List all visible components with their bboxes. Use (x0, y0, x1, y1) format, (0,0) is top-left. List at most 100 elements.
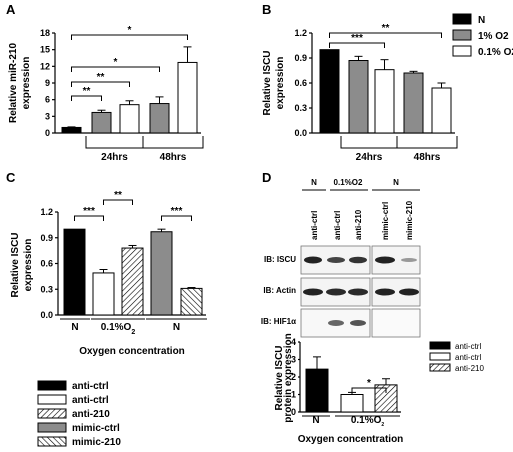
band (375, 256, 395, 264)
blot-lane-2: anti-ctrl (333, 211, 342, 240)
y-tick-label: 15 (40, 45, 50, 55)
legend-c-swatch-2 (37, 394, 67, 405)
significance-label: * (367, 378, 371, 389)
band (349, 256, 367, 264)
band (375, 288, 395, 296)
legend-c: anti-ctrl anti-ctrl anti-210 mimic-ctrl … (37, 380, 121, 448)
x-axis-label: Oxygen concentration (298, 434, 404, 445)
legend-swatch-1pct (452, 29, 472, 41)
y-tick-label: 12 (40, 61, 50, 71)
bar (403, 72, 424, 134)
bar (119, 104, 140, 134)
western-blot: N 0.1%O2 N anti-ctrl anti-ctrl anti-210 … (261, 178, 421, 338)
band (399, 288, 419, 296)
legend-d-label-3: anti-210 (455, 364, 484, 373)
legend-c-swatch-5 (37, 436, 67, 447)
legend-c-label-4: mimic-ctrl (72, 423, 120, 434)
group-label: 48hrs (414, 152, 441, 163)
band (348, 288, 368, 296)
y-axis-label: Relative ISCU expression (10, 232, 34, 297)
blot-label-iscu: IB: ISCU (264, 255, 296, 264)
band (401, 258, 417, 262)
significance-label: ** (114, 190, 122, 201)
bar (340, 394, 364, 413)
bar (177, 61, 198, 134)
bar (374, 69, 395, 134)
blot-lane-3: anti-210 (354, 209, 363, 240)
bar (348, 60, 369, 134)
band (304, 256, 322, 264)
bar (149, 103, 170, 134)
legend-oxygen: N 1% O2 0.1% O2 (452, 13, 513, 58)
group-bracket (340, 136, 398, 149)
y-tick-label: 0.6 (294, 78, 307, 88)
significance-bracket (71, 95, 102, 101)
y-tick-label: 0.0 (40, 310, 53, 320)
group-label: 0.1%O2 (351, 415, 385, 428)
band (303, 288, 323, 296)
blot-label-actin: IB: Actin (263, 286, 296, 295)
y-tick-label: 0 (45, 128, 50, 138)
y-tick-label: 1.2 (294, 28, 307, 38)
group-label: 24hrs (356, 152, 383, 163)
group-label: 0.1%O2 (101, 322, 136, 336)
legend-c-label-3: anti-210 (72, 409, 110, 420)
x-axis-label: Oxygen concentration (79, 346, 185, 357)
y-axis-label: Relative miR-210 expression (8, 43, 32, 123)
blot-lane-4: mimic-ctrl (381, 202, 390, 240)
band (326, 288, 346, 296)
legend-c-swatch-4 (37, 422, 67, 433)
y-tick-label: 3 (45, 111, 50, 121)
y-tick-label: 0 (291, 407, 296, 417)
significance-bracket (329, 32, 442, 38)
significance-label: ** (97, 72, 105, 83)
significance-label: *** (83, 206, 95, 217)
y-tick-label: 0.9 (40, 233, 53, 243)
legend-swatch-n (452, 13, 472, 25)
bar (91, 111, 112, 134)
y-tick-label: 0.6 (40, 259, 53, 269)
y-axis-label: Relative ISCUprotein expression (274, 333, 294, 422)
legend-c-label-5: mimic-210 (72, 437, 121, 448)
bar (305, 368, 329, 413)
y-tick-label: 0.0 (294, 128, 307, 138)
band (327, 257, 345, 263)
legend-d-label-2: anti-ctrl (455, 353, 481, 362)
y-tick-label: 0.3 (40, 284, 53, 294)
significance-bracket (161, 215, 192, 221)
significance-label: * (128, 25, 132, 36)
legend-d-label-1: anti-ctrl (455, 342, 481, 351)
panel-letter-a: A (6, 2, 16, 17)
chart-c: 0.0 0.3 0.6 0.9 1.2 Relative ISCU expression **… (10, 190, 207, 357)
blot-lane-5: mimic-210 (405, 200, 414, 240)
y-tick-label: 1 (291, 390, 296, 400)
blot-label-hif1a: IB: HIF1α (261, 317, 296, 326)
legend-label-1pct: 1% O2 (478, 31, 509, 42)
blot-group-n1: N (311, 178, 317, 187)
legend-c-label-1: anti-ctrl (72, 381, 109, 392)
panel-letter-b: B (262, 2, 271, 17)
significance-label: * (114, 57, 118, 68)
significance-label: ** (83, 86, 91, 97)
bar (63, 228, 86, 316)
significance-bracket (71, 66, 160, 72)
group-label: 48hrs (160, 152, 187, 163)
bar (431, 87, 452, 134)
y-tick-label: 2 (291, 372, 296, 382)
significance-bracket (351, 387, 387, 393)
y-tick-label: 0.9 (294, 53, 307, 63)
bar (319, 49, 340, 134)
panel-letter-d: D (262, 170, 271, 185)
bar (61, 126, 82, 134)
legend-c-swatch-3 (37, 408, 67, 419)
significance-bracket (71, 34, 188, 40)
group-bracket (85, 136, 144, 149)
y-axis-label: Relative ISCU expression (262, 50, 286, 115)
y-tick-label: 1.2 (40, 207, 53, 217)
y-tick-label: 18 (40, 28, 50, 38)
y-tick-label: 9 (45, 78, 50, 88)
group-bracket (396, 136, 458, 149)
